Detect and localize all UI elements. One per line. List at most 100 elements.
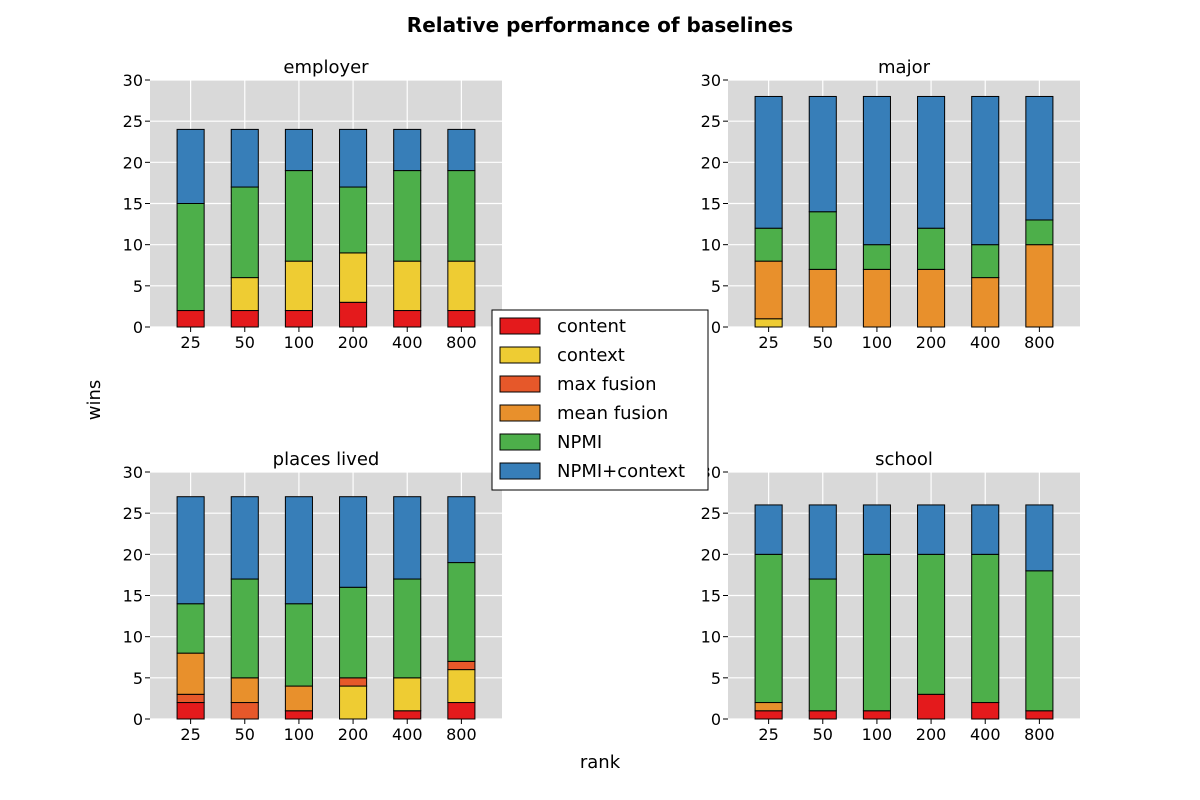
bar-segment-mean-fusion	[176, 652, 205, 695]
bar-segment-content	[176, 310, 205, 328]
bar-segment-npmi	[754, 553, 783, 704]
chart-title: Relative performance of baselines	[407, 13, 793, 37]
bar-segment-content	[447, 310, 476, 328]
subplot-major: 0 5 10 15 20 25 30 25 50 100 200 400 800 major	[701, 57, 1080, 352]
y-tick-label: 5	[711, 669, 721, 688]
bar-segment-mean-fusion	[754, 702, 783, 712]
bar-segment-npmi	[808, 578, 837, 712]
bar-segment-content	[284, 310, 313, 328]
bar-segment-npmi	[1025, 570, 1054, 712]
bar-segment-mean-fusion	[1025, 244, 1054, 328]
y-tick-label: 20	[123, 545, 143, 564]
bar-segment-npmi-context	[447, 496, 476, 564]
bar-segment-npmi-context	[339, 128, 368, 188]
bar-segment-npmi	[1025, 219, 1054, 246]
x-tick-label: 25	[758, 333, 778, 352]
y-tick-label: 10	[123, 236, 143, 255]
bar-segment-npmi	[447, 562, 476, 662]
subplot-title: school	[875, 449, 933, 470]
bar-segment-npmi	[393, 170, 422, 262]
bar-segment-npmi-context	[862, 95, 891, 246]
bar-segment-npmi-context	[447, 128, 476, 172]
bar-segment-content	[862, 710, 891, 720]
x-tick-label: 50	[235, 725, 255, 744]
y-tick-label: 10	[701, 628, 721, 647]
x-tick-label: 200	[338, 725, 369, 744]
y-tick-label: 25	[123, 504, 143, 523]
bar-segment-npmi-context	[1025, 504, 1054, 572]
bar-segment-content	[230, 310, 259, 328]
x-tick-label: 25	[180, 725, 200, 744]
bar-segment-npmi-context	[176, 496, 205, 605]
y-tick-label: 20	[701, 153, 721, 172]
legend-frame	[491, 309, 709, 491]
y-tick-label: 15	[701, 587, 721, 606]
bar-segment-npmi-context	[971, 504, 1000, 555]
y-tick-label: 15	[701, 195, 721, 214]
bar-segment-npmi-context	[176, 128, 205, 204]
bar-segment-npmi-context	[754, 95, 783, 229]
bar-segment-npmi	[230, 578, 259, 679]
x-axis-label: rank	[580, 752, 621, 773]
bar-segment-content	[447, 702, 476, 720]
bar-segment-mean-fusion	[754, 260, 783, 320]
bar-segment-context	[447, 669, 476, 704]
x-tick-label: 400	[970, 333, 1001, 352]
bar-segment-npmi	[917, 553, 946, 695]
bar-segment-npmi	[917, 227, 946, 270]
y-axis-label: wins	[84, 380, 105, 421]
bar-segment-content	[1025, 710, 1054, 720]
bar-segment-max-fusion	[447, 660, 476, 671]
y-tick-label: 10	[701, 236, 721, 255]
bar-segment-npmi-context	[339, 496, 368, 588]
legend-label-context: context	[557, 345, 625, 366]
y-tick-label: 5	[133, 669, 143, 688]
bar-segment-npmi-context	[393, 496, 422, 580]
bar-segment-max-fusion	[176, 693, 205, 704]
bar-segment-context	[754, 318, 783, 328]
x-tick-label: 400	[392, 725, 423, 744]
y-tick-label: 30	[123, 463, 143, 482]
bar-segment-content	[176, 702, 205, 720]
y-tick-label: 30	[701, 71, 721, 90]
x-tick-label: 400	[392, 333, 423, 352]
bar-segment-context	[339, 252, 368, 303]
legend: content context max fusion mean fusion NPMI N…	[491, 309, 709, 491]
x-tick-label: 50	[813, 333, 833, 352]
bar-segment-npmi-context	[230, 496, 259, 580]
bar-segment-mean-fusion	[284, 685, 313, 712]
legend-swatch-context	[499, 346, 541, 364]
x-tick-label: 800	[446, 333, 477, 352]
y-tick-label: 0	[133, 710, 143, 729]
y-tick-label: 20	[123, 153, 143, 172]
bar-segment-npmi-context	[971, 95, 1000, 246]
bar-segment-npmi-context	[917, 95, 946, 229]
bar-segment-npmi-context	[393, 128, 422, 172]
y-tick-label: 5	[711, 277, 721, 296]
bar-segment-npmi	[393, 578, 422, 679]
legend-label-max-fusion: max fusion	[557, 374, 656, 395]
x-tick-label: 100	[862, 333, 893, 352]
x-tick-label: 400	[970, 725, 1001, 744]
bar-segment-npmi	[447, 170, 476, 262]
x-tick-label: 25	[758, 725, 778, 744]
x-tick-label: 200	[916, 725, 947, 744]
subplot-employer: 0 5 10 15 20 25 30 25 50 100 200 400 800 employer	[123, 57, 502, 352]
bar-segment-npmi	[339, 186, 368, 254]
y-tick-label: 25	[701, 504, 721, 523]
x-tick-label: 100	[284, 333, 315, 352]
bar-segment-content	[393, 310, 422, 328]
bar-segment-npmi-context	[230, 128, 259, 188]
bar-segment-npmi	[862, 553, 891, 712]
y-tick-label: 15	[123, 587, 143, 606]
bar-segment-max-fusion	[230, 702, 259, 720]
x-tick-label: 50	[235, 333, 255, 352]
bar-segment-content	[971, 702, 1000, 720]
y-tick-label: 0	[711, 318, 721, 337]
bar-segment-npmi	[971, 244, 1000, 279]
y-tick-label: 25	[701, 112, 721, 131]
legend-label-content: content	[557, 316, 626, 337]
bar-segment-npmi	[971, 553, 1000, 704]
bar-segment-npmi	[808, 211, 837, 270]
bar-segment-context	[447, 260, 476, 312]
